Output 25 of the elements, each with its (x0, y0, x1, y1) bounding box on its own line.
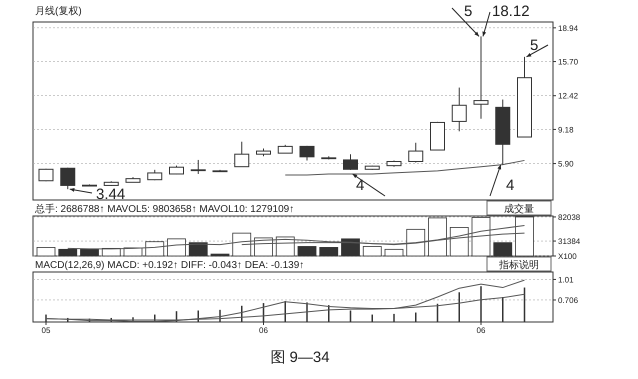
chart-title: MACD(12,26,9) MACD: +0.192↑ DIFF: -0.043↑ DEA: -0.139↑ (35, 260, 304, 271)
y-tick-label: 0.706 (558, 296, 579, 305)
x-tick-label: 05 (42, 326, 51, 335)
y-tick-label: 82038 (558, 212, 581, 222)
y-tick-label: 1.01 (558, 275, 574, 284)
y-tick-label: X100 (558, 252, 578, 261)
y-tick-label: 31384 (558, 237, 581, 246)
y-tick-label: 9.18 (558, 125, 574, 134)
y-tick-label: 18.94 (558, 24, 579, 33)
x-tick-label: 06 (476, 326, 486, 335)
text: 18.12 (492, 3, 530, 20)
annotation: 5 (530, 37, 538, 54)
y-tick-label: 5.90 (558, 160, 574, 169)
text: 5 (464, 3, 472, 20)
chart-title: 月线(复权) (35, 5, 82, 17)
y-tick-label: 15.70 (558, 58, 579, 67)
text: 成交量 (504, 203, 534, 215)
x-tick-label: 06 (259, 326, 268, 335)
chart-title: 总手: 2686788↑ MAVOL5: 9803658↑ MAVOL10: 1279109↑ (34, 203, 294, 215)
annotation: 4 (356, 177, 364, 194)
annotation: 3.44 (96, 186, 126, 203)
caption: 图 9—34 (270, 349, 330, 366)
y-tick-label: 12.42 (558, 92, 579, 101)
annotation: 4 (506, 177, 514, 194)
text: 指标说明 (498, 259, 539, 271)
